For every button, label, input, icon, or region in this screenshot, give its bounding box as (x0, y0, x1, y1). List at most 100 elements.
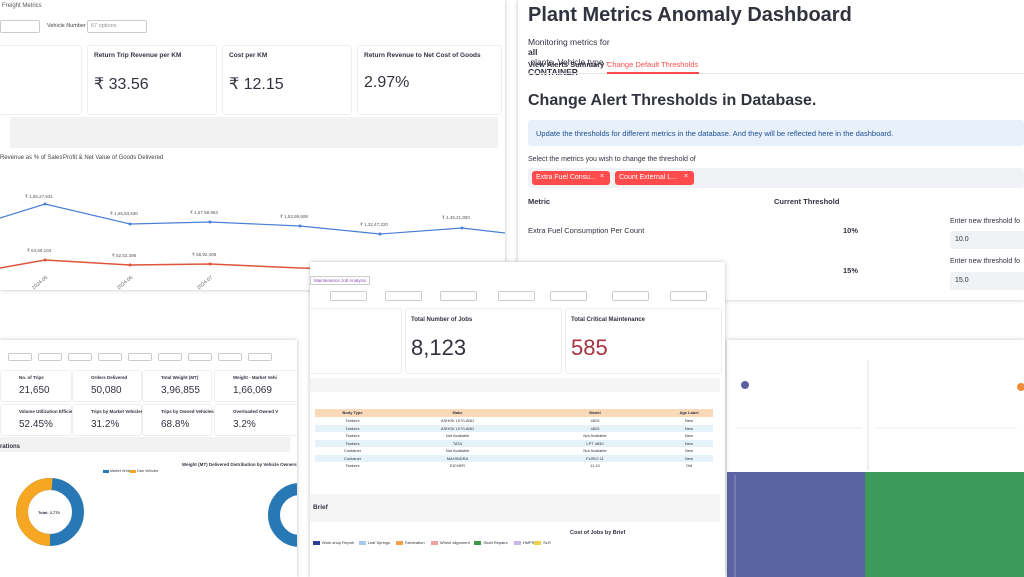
data-label: ₹ 52,52,498 (112, 253, 137, 258)
filter-box[interactable] (98, 353, 122, 361)
table-cell: Tankers (345, 463, 360, 468)
threshold: 15% (843, 266, 859, 275)
kpi-title: Volume Utilization Efficiency (19, 409, 81, 414)
number-input[interactable]: 15.0 (950, 272, 1024, 290)
table-cell: New (684, 455, 693, 461)
section-bar (310, 494, 720, 522)
kpi-card: Trips by Owned Vehicles 68.8% (142, 404, 214, 436)
kpi-title: Orders Delivered (91, 375, 128, 380)
scatter-dot (741, 381, 749, 389)
kpi-value: 3,96,855 (161, 385, 200, 396)
filter-box[interactable] (248, 353, 272, 361)
revenue-line (0, 203, 505, 235)
table-cell: Tankers (345, 433, 360, 438)
kpi-title: Total Number of Jobs (411, 317, 473, 323)
table-cell: New (684, 418, 693, 423)
kpi-card: Weight - Market Vehi 1,66,069 (214, 370, 297, 402)
kpi-value: 1,66,069 (233, 385, 272, 396)
select[interactable] (0, 20, 40, 33)
kpi-card: Orders Delivered 50,080 (72, 370, 142, 402)
input-value: 10.0 (955, 236, 969, 243)
chip-text: Count External L... (619, 174, 677, 181)
table-cell: EICHER (449, 463, 466, 468)
table-row (315, 417, 713, 425)
treemap-tile (865, 472, 1024, 577)
chip[interactable]: Count External L... × (615, 171, 694, 185)
metric-name: Extra Fuel Consumption Per Count (528, 226, 645, 235)
legend-swatch (430, 541, 438, 545)
scatter-treemap (727, 360, 1024, 577)
treemap-panel (727, 340, 1024, 577)
legend-swatch (534, 541, 542, 545)
table-row (315, 409, 713, 417)
filter-box[interactable] (330, 291, 367, 301)
data-label: ₹ 1,57,58,963 (190, 210, 218, 215)
table-row (315, 439, 713, 447)
kpi-value: ₹ 12.15 (229, 76, 284, 93)
tab-active[interactable]: Change Default Thresholds (607, 60, 699, 69)
filter-box[interactable] (68, 353, 92, 361)
treemap-tile (727, 472, 865, 577)
input-label: Enter new threshold fo (950, 218, 1021, 225)
filter-box[interactable] (128, 353, 152, 361)
filter-box[interactable] (550, 291, 587, 301)
tab[interactable]: Profit & Net Value of Goods Delivered (63, 155, 164, 161)
kpi-card: Overloaded Owned V 3.2% (214, 404, 297, 436)
legend-label: Wheel alignment (439, 540, 470, 545)
kpi-title: No. of Trips (19, 375, 44, 380)
kpi-title: Total Weight (MT) (161, 375, 199, 380)
select-value: 67 options (91, 23, 117, 29)
filter-box[interactable] (8, 353, 32, 361)
subtitle-part: plants. Vehicle type - (528, 57, 612, 67)
title: Plant Metrics Anomaly Dashboard (528, 4, 852, 26)
number-input[interactable]: 10.0 (950, 231, 1024, 249)
chip[interactable]: Extra Fuel Consu... × (532, 171, 610, 185)
table-cell: New (684, 448, 693, 453)
table-cell: Not Available (583, 433, 607, 438)
info-box: Update the thresholds for different metr… (528, 120, 1024, 146)
data-label: ₹ 56,92,408 (192, 252, 217, 257)
kpi-card: Return Trip Revenue per KM ₹ 33.56 (87, 45, 217, 115)
chip-text: Extra Fuel Consu... (536, 174, 596, 181)
donut-own (16, 478, 84, 546)
filter-box[interactable] (218, 353, 242, 361)
legend-label: Own Vehicles (137, 469, 159, 473)
select[interactable]: 67 options (87, 20, 147, 33)
tab-underline (607, 72, 699, 74)
filter-box[interactable] (385, 291, 422, 301)
filter-box[interactable] (38, 353, 62, 361)
data-label: ₹ 1,53,99,608 (280, 214, 308, 219)
tab[interactable]: View Alerts Summary (528, 60, 605, 69)
filter-box[interactable] (158, 353, 182, 361)
multiselect[interactable]: Extra Fuel Consu... × Count External L... × (528, 168, 1024, 188)
subtitle-part: Monitoring metrics for (528, 37, 613, 47)
tab-active[interactable]: Maintenance Job Analysis (310, 276, 371, 285)
legend-swatch (103, 470, 109, 473)
legend-label: Fabrication (404, 540, 425, 545)
filter-box[interactable] (440, 291, 477, 301)
filter-box[interactable] (612, 291, 649, 301)
tab-rule (528, 73, 1024, 74)
tab[interactable]: Revenue as % of Sales (0, 155, 63, 161)
select-label: Select the metrics you wish to change th… (528, 156, 696, 163)
card (310, 308, 402, 374)
legend-swatch (395, 541, 403, 545)
section-bar (0, 437, 290, 452)
profit-points (43, 258, 212, 267)
revenue-points (43, 202, 464, 236)
filter-box[interactable] (498, 291, 535, 301)
chip-close: × (600, 173, 605, 180)
kpi-card: Cost per KM ₹ 12.15 (222, 45, 352, 115)
filter-box[interactable] (188, 353, 212, 361)
section-bar (310, 378, 720, 392)
legend-swatch (130, 470, 136, 473)
legend-label: Market Vehicles (110, 469, 135, 473)
filter-box[interactable] (670, 291, 707, 301)
heading: Change Alert Thresholds in Database. (528, 92, 817, 109)
table-cell: Old (685, 463, 693, 468)
kpi-title: Total Critical Maintenance (571, 317, 645, 323)
data-label: ₹ 64,69,103 (27, 248, 52, 253)
table-cell: Container (343, 448, 362, 453)
kpi-title: Weight - Market Vehi (233, 375, 277, 380)
table-cell: LPT 4830 (586, 440, 604, 446)
